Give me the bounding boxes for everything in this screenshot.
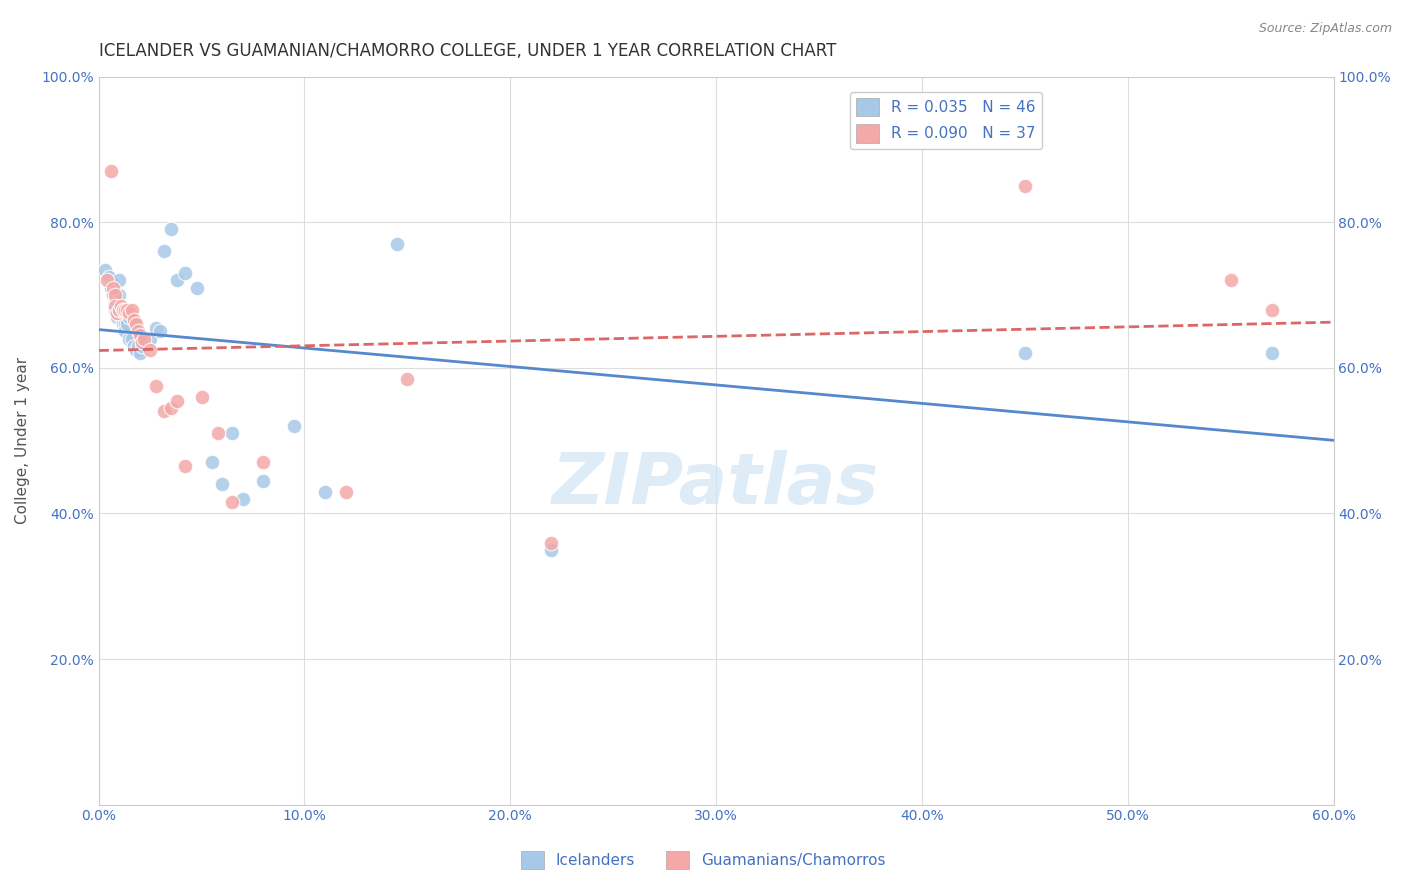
Point [122,339,145,353]
Point [145,320,167,334]
Point [117,302,139,317]
Point [159,222,181,236]
Legend: R = 0.035   N = 46, R = 0.090   N = 37: R = 0.035 N = 46, R = 0.090 N = 37 [851,92,1042,149]
Point [108,273,131,287]
Point [207,426,229,441]
Point [127,339,149,353]
Point [110,299,132,313]
Point [186,281,208,295]
Point [108,288,131,302]
Point [124,317,146,331]
Point [174,459,197,474]
Point [121,302,143,317]
Point [118,310,141,324]
Point [1261,302,1284,317]
Y-axis label: College, Under 1 year: College, Under 1 year [15,357,30,524]
Point [540,542,562,557]
Point [128,346,150,360]
Point [122,313,145,327]
Point [105,295,128,310]
Point [166,393,188,408]
Point [335,484,357,499]
Point [314,484,336,499]
Point [1014,178,1036,193]
Point [139,332,162,346]
Point [159,401,181,415]
Point [108,302,131,317]
Point [153,244,176,259]
Text: ICELANDER VS GUAMANIAN/CHAMORRO COLLEGE, UNDER 1 YEAR CORRELATION CHART: ICELANDER VS GUAMANIAN/CHAMORRO COLLEGE,… [98,42,837,60]
Point [101,288,124,302]
Point [385,237,408,252]
Point [221,495,243,509]
Text: Source: ZipAtlas.com: Source: ZipAtlas.com [1258,22,1392,36]
Point [101,281,124,295]
Point [283,419,305,434]
Point [145,379,167,393]
Point [104,299,127,313]
Point [1219,273,1241,287]
Point [114,317,136,331]
Point [190,390,212,404]
Point [166,273,188,287]
Point [127,325,149,339]
Point [101,277,124,291]
Point [94,262,117,277]
Point [112,302,135,317]
Point [132,332,155,346]
Point [132,332,155,346]
Point [104,288,127,302]
Point [114,325,136,339]
Point [108,302,131,317]
Point [174,266,197,280]
Point [100,164,122,178]
Point [104,292,127,306]
Point [540,535,562,549]
Point [118,332,141,346]
Point [96,273,118,287]
Point [100,281,122,295]
Text: ZIPatlas: ZIPatlas [553,450,880,519]
Point [110,310,132,324]
Point [149,325,172,339]
Point [124,343,146,357]
Point [114,302,136,317]
Point [396,372,419,386]
Point [105,310,128,324]
Point [97,269,120,284]
Point [108,302,131,317]
Point [118,306,141,320]
Point [131,339,153,353]
Point [232,491,254,506]
Point [201,455,224,469]
Point [252,474,274,488]
Point [112,302,135,317]
Point [105,306,128,320]
Point [112,302,135,317]
Point [221,426,243,441]
Point [139,343,162,357]
Point [131,335,153,350]
Point [153,404,176,418]
Legend: Icelanders, Guamanians/Chamorros: Icelanders, Guamanians/Chamorros [515,845,891,875]
Point [252,455,274,469]
Point [117,317,139,331]
Point [128,328,150,343]
Point [121,332,143,346]
Point [1014,346,1036,360]
Point [211,477,233,491]
Point [104,302,127,317]
Point [112,317,135,331]
Point [1261,346,1284,360]
